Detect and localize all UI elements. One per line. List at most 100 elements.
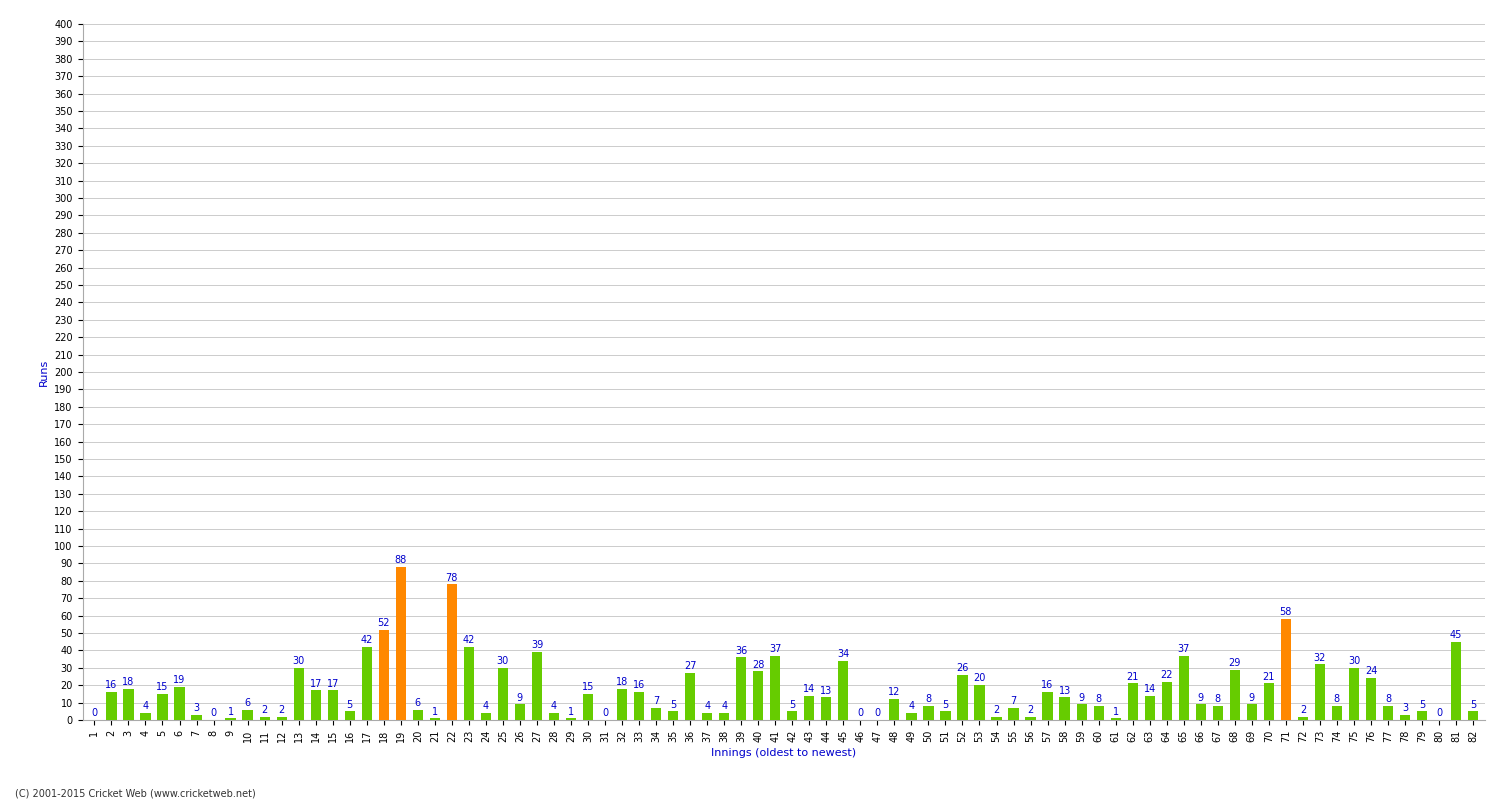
Text: 26: 26 [957, 663, 969, 673]
Text: 30: 30 [1348, 656, 1360, 666]
Text: 12: 12 [888, 687, 900, 698]
Bar [1400, 714, 1410, 720]
Text: 4: 4 [483, 702, 489, 711]
Bar [192, 714, 201, 720]
Bar [260, 717, 270, 720]
Bar [957, 674, 968, 720]
Y-axis label: Runs: Runs [39, 358, 48, 386]
Bar [294, 668, 304, 720]
Bar [1366, 678, 1376, 720]
Bar [804, 696, 814, 720]
Bar [1263, 683, 1274, 720]
Bar [532, 652, 542, 720]
Bar [106, 692, 117, 720]
Bar [1212, 706, 1222, 720]
Bar [1042, 692, 1053, 720]
Text: 16: 16 [105, 681, 117, 690]
Bar [686, 673, 694, 720]
Text: 5: 5 [942, 699, 948, 710]
Bar [141, 713, 150, 720]
Bar [992, 717, 1002, 720]
Bar [1348, 668, 1359, 720]
Text: 15: 15 [156, 682, 168, 692]
Bar [310, 690, 321, 720]
Bar [718, 713, 729, 720]
Text: 30: 30 [496, 656, 508, 666]
X-axis label: Innings (oldest to newest): Innings (oldest to newest) [711, 748, 856, 758]
Text: 32: 32 [1314, 653, 1326, 662]
Text: 17: 17 [309, 678, 322, 689]
Bar [498, 668, 508, 720]
Bar [1418, 711, 1426, 720]
Bar [702, 713, 712, 720]
Text: 52: 52 [378, 618, 390, 628]
Text: 4: 4 [142, 702, 148, 711]
Text: 1: 1 [228, 706, 234, 717]
Text: 14: 14 [1143, 684, 1156, 694]
Text: 9: 9 [1078, 693, 1084, 702]
Text: 2: 2 [261, 705, 267, 714]
Bar [174, 687, 184, 720]
Text: 18: 18 [616, 677, 628, 687]
Bar [225, 718, 236, 720]
Text: 42: 42 [360, 635, 374, 645]
Bar [584, 694, 592, 720]
Text: 39: 39 [531, 640, 543, 650]
Text: 2: 2 [1300, 705, 1306, 714]
Text: (C) 2001-2015 Cricket Web (www.cricketweb.net): (C) 2001-2015 Cricket Web (www.cricketwe… [15, 788, 255, 798]
Text: 19: 19 [174, 675, 186, 685]
Text: 13: 13 [1059, 686, 1071, 696]
Text: 27: 27 [684, 662, 696, 671]
Bar [276, 717, 286, 720]
Text: 9: 9 [518, 693, 524, 702]
Text: 8: 8 [926, 694, 932, 704]
Text: 22: 22 [1161, 670, 1173, 680]
Text: 0: 0 [1436, 708, 1442, 718]
Bar [429, 718, 439, 720]
Text: 5: 5 [670, 699, 676, 710]
Text: 13: 13 [821, 686, 833, 696]
Bar [839, 661, 849, 720]
Text: 6: 6 [244, 698, 250, 708]
Text: 8: 8 [1334, 694, 1340, 704]
Text: 20: 20 [974, 674, 986, 683]
Bar [1246, 704, 1257, 720]
Text: 14: 14 [802, 684, 816, 694]
Bar [1468, 711, 1478, 720]
Text: 1: 1 [432, 706, 438, 717]
Text: 7: 7 [652, 696, 658, 706]
Text: 4: 4 [722, 702, 728, 711]
Text: 6: 6 [414, 698, 422, 708]
Bar [413, 710, 423, 720]
Bar [566, 718, 576, 720]
Bar [1332, 706, 1342, 720]
Bar [1196, 704, 1206, 720]
Bar [345, 711, 355, 720]
Bar [753, 671, 764, 720]
Text: 3: 3 [194, 703, 200, 713]
Text: 30: 30 [292, 656, 304, 666]
Bar [464, 647, 474, 720]
Bar [940, 711, 951, 720]
Text: 2: 2 [1028, 705, 1033, 714]
Bar [396, 567, 406, 720]
Text: 7: 7 [1011, 696, 1017, 706]
Text: 17: 17 [327, 678, 339, 689]
Bar [1008, 708, 1019, 720]
Text: 45: 45 [1450, 630, 1462, 640]
Text: 29: 29 [1228, 658, 1240, 668]
Bar [770, 656, 780, 720]
Text: 78: 78 [446, 573, 458, 582]
Bar [821, 698, 831, 720]
Text: 2: 2 [993, 705, 999, 714]
Text: 58: 58 [1280, 607, 1292, 618]
Text: 8: 8 [1215, 694, 1221, 704]
Bar [243, 710, 252, 720]
Text: 16: 16 [633, 681, 645, 690]
Bar [1450, 642, 1461, 720]
Bar [1230, 670, 1240, 720]
Bar [1179, 656, 1190, 720]
Bar [890, 699, 900, 720]
Bar [482, 713, 490, 720]
Text: 5: 5 [346, 699, 352, 710]
